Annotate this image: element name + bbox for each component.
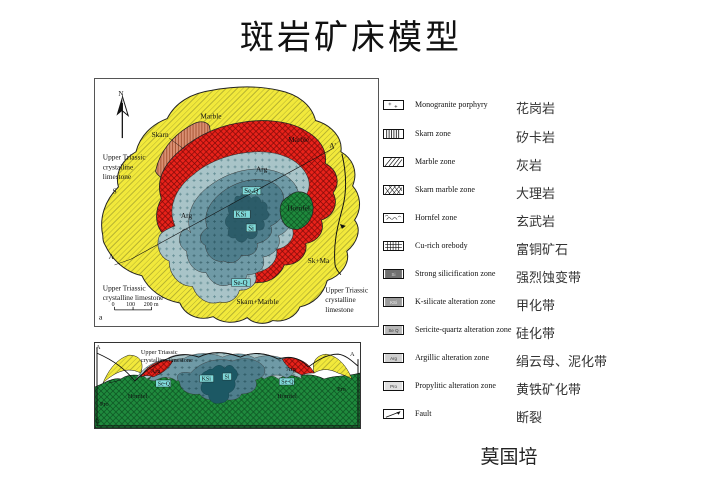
svg-text:Hornfel: Hornfel <box>277 393 297 400</box>
svg-text:Marble: Marble <box>288 135 309 144</box>
svg-text:KSi: KSi <box>202 377 212 383</box>
svg-text:crystalline: crystalline <box>103 162 133 171</box>
svg-text:KSi: KSi <box>390 300 397 305</box>
svg-text:limestone: limestone <box>325 305 353 314</box>
svg-text:200 m: 200 m <box>144 302 159 308</box>
svg-text:Se-Q: Se-Q <box>281 380 294 386</box>
svg-text:100: 100 <box>126 302 135 308</box>
svg-text:Arg: Arg <box>390 356 397 361</box>
svg-text:Skarn: Skarn <box>152 130 169 139</box>
svg-text:A: A <box>96 344 101 351</box>
svg-text:a: a <box>99 313 103 322</box>
svg-text:Se-Q: Se-Q <box>158 382 171 388</box>
svg-text:Arg: Arg <box>286 366 296 373</box>
svg-text:Sk+Ma: Sk+Ma <box>308 256 330 265</box>
svg-text:Skarn+Marble: Skarn+Marble <box>237 297 279 306</box>
svg-text:Se-Q: Se-Q <box>234 280 248 287</box>
svg-text:Si: Si <box>225 375 230 381</box>
svg-text:Si: Si <box>248 225 254 232</box>
svg-text:crystalline limestone: crystalline limestone <box>141 357 193 364</box>
svg-text:Arg: Arg <box>151 368 161 375</box>
svg-text:Upper Triassic: Upper Triassic <box>141 349 178 356</box>
svg-text:Arg: Arg <box>181 211 193 220</box>
svg-text:Hornfel: Hornfel <box>128 393 148 400</box>
svg-text:Upper Triassic: Upper Triassic <box>325 285 369 294</box>
svg-text:Pro: Pro <box>390 384 397 389</box>
svg-text:0: 0 <box>112 302 115 308</box>
svg-text:Pro: Pro <box>100 401 109 408</box>
svg-text:Hornfel: Hornfel <box>287 203 310 212</box>
svg-text:Arg: Arg <box>256 164 268 173</box>
svg-text:crystalline limestone: crystalline limestone <box>103 293 164 302</box>
svg-text:N: N <box>118 89 124 98</box>
svg-text:Upper Triassic: Upper Triassic <box>103 283 147 292</box>
svg-text:Se Q: Se Q <box>388 328 399 333</box>
svg-text:Se-Q: Se-Q <box>244 188 258 195</box>
svg-text:S: S <box>113 187 117 196</box>
svg-text:A: A <box>109 252 115 261</box>
svg-text:limestone: limestone <box>103 172 131 181</box>
svg-text:crystalline: crystalline <box>325 295 355 304</box>
svg-text:Si: Si <box>392 272 396 277</box>
svg-text:Pro: Pro <box>337 386 346 393</box>
svg-text:b: b <box>96 417 100 425</box>
svg-text:Upper Triassic: Upper Triassic <box>103 153 147 162</box>
svg-text:Marble: Marble <box>200 112 221 121</box>
svg-text:KSi: KSi <box>236 212 247 219</box>
svg-text:A: A <box>350 351 355 358</box>
